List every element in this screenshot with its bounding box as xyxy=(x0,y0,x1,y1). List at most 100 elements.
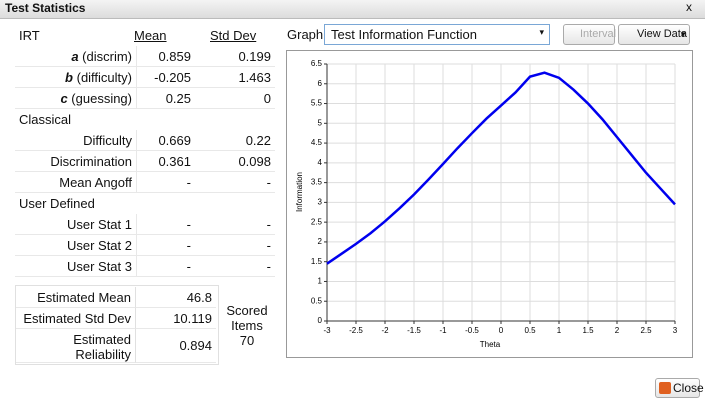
information-curve xyxy=(326,71,676,265)
y-tick-label: 1 xyxy=(318,277,323,286)
x-tick-label: -0.5 xyxy=(465,326,479,335)
mean-value: 0.25 xyxy=(137,88,195,109)
close-text: Close xyxy=(673,381,704,395)
y-tick-label: 3 xyxy=(318,197,323,206)
x-tick-label: 0 xyxy=(499,326,504,335)
graph-label: Graph xyxy=(287,27,324,42)
summary-label: Estimated Std Dev xyxy=(16,308,136,329)
mean-value: 0.859 xyxy=(137,46,195,67)
summary-value: 46.8 xyxy=(136,287,216,308)
title-bar xyxy=(0,0,705,19)
x-tick-label: 3 xyxy=(673,326,678,335)
graph-selected: Test Information Function xyxy=(331,27,477,42)
y-axis-label: Information xyxy=(295,172,304,212)
section-heading: Classical xyxy=(19,112,72,127)
label: (guessing) xyxy=(71,91,132,106)
view-data-button[interactable]: View Data ▼ xyxy=(618,24,690,45)
y-tick-label: 6.5 xyxy=(311,59,323,68)
sd-value: - xyxy=(195,172,275,193)
mean-value: 0.361 xyxy=(137,151,195,172)
label: User Stat 2 xyxy=(66,238,132,253)
close-x[interactable]: x xyxy=(686,0,692,14)
summary-value: 0.894 xyxy=(136,329,216,363)
sd-value: 0.22 xyxy=(195,130,275,151)
summary-label: Estimated Mean xyxy=(16,287,136,308)
row-label: Mean Angoff xyxy=(15,172,137,193)
row-label: User Stat 2 xyxy=(15,235,137,256)
chart-frame xyxy=(286,50,693,358)
y-tick-label: 2.5 xyxy=(311,217,323,226)
summary-value: 10.119 xyxy=(136,308,216,329)
label: (difficulty) xyxy=(76,70,132,85)
row-label: c (guessing) xyxy=(15,88,137,109)
y-tick-label: 4 xyxy=(318,158,323,167)
scored-items-label: Scored Items xyxy=(226,303,268,333)
x-tick-label: -1.5 xyxy=(407,326,421,335)
summary-label: Estimated Reliability xyxy=(16,329,136,363)
interval-text: Interval xyxy=(580,28,617,40)
summary-box xyxy=(15,285,219,365)
x-tick-label: -1 xyxy=(439,326,447,335)
mean-value: - xyxy=(137,235,195,256)
x-tick-label: -2 xyxy=(381,326,389,335)
y-tick-label: 4.5 xyxy=(311,138,323,147)
y-tick-label: 0.5 xyxy=(311,296,323,305)
mean-value: 0.669 xyxy=(137,130,195,151)
mean-heading: Mean xyxy=(134,28,167,43)
y-tick-label: 6 xyxy=(318,79,323,88)
row-label: Discrimination xyxy=(15,151,137,172)
graph-select[interactable]: Test Information Function ▾ xyxy=(324,24,550,45)
x-tick-label: 2.5 xyxy=(640,326,652,335)
sd-value: - xyxy=(195,256,275,277)
var: a xyxy=(71,49,79,64)
y-tick-label: 5 xyxy=(318,118,323,127)
sd-value: - xyxy=(195,235,275,256)
sd-value: 0.098 xyxy=(195,151,275,172)
section-heading: User Defined xyxy=(19,196,95,211)
dropdown-arrow: ▼ xyxy=(679,30,687,39)
scored-items: 70 xyxy=(239,333,255,348)
label: User Stat 3 xyxy=(66,259,132,274)
label: User Stat 1 xyxy=(66,217,132,232)
label: (discrim) xyxy=(82,49,132,64)
close-icon xyxy=(659,382,671,394)
mean-value: - xyxy=(137,214,195,235)
sd-value: - xyxy=(195,214,275,235)
x-axis-label: Theta xyxy=(480,340,501,349)
irt-heading: IRT xyxy=(19,28,40,43)
select-arrow: ▾ xyxy=(539,27,544,37)
window-title: Test Statistics xyxy=(5,1,86,15)
mean-value: - xyxy=(137,172,195,193)
x-tick-label: 2 xyxy=(615,326,620,335)
y-tick-label: 2 xyxy=(318,237,323,246)
mean-value: - xyxy=(137,256,195,277)
label: Discrimination xyxy=(50,154,132,169)
row-label: a (discrim) xyxy=(15,46,137,67)
sd-value: 0 xyxy=(195,88,275,109)
chart: Theta Information 0 0.5 1 1.5 2 2.5 3 3.5 4 4.5 5 5… xyxy=(286,50,693,358)
sd-value: 0.199 xyxy=(195,46,275,67)
mean-value: -0.205 xyxy=(137,67,195,88)
sd-value: 1.463 xyxy=(195,67,275,88)
x-tick-label: 1.5 xyxy=(582,326,594,335)
y-tick-label: 0 xyxy=(318,316,323,325)
y-tick-label: 3.5 xyxy=(311,178,323,187)
var: b xyxy=(65,70,73,85)
y-tick-label: 5.5 xyxy=(311,99,323,108)
label: Difficulty xyxy=(83,133,132,148)
y-tick-label: 1.5 xyxy=(311,257,323,266)
var: c xyxy=(60,91,68,106)
interval-button[interactable]: Interval xyxy=(563,24,617,45)
close-button[interactable]: Close xyxy=(655,378,704,398)
view-data-text: View Data xyxy=(637,28,687,40)
x-tick-label: 0.5 xyxy=(524,326,536,335)
label: Mean Angoff xyxy=(59,175,132,190)
x-tick-label: -2.5 xyxy=(349,326,363,335)
x-tick-label: 1 xyxy=(557,326,562,335)
sd-heading: Std Dev xyxy=(210,28,257,43)
x-tick-label: -3 xyxy=(323,326,331,335)
row-label: b (difficulty) xyxy=(15,67,137,88)
row-label: User Stat 3 xyxy=(15,256,137,277)
row-label: Difficulty xyxy=(15,130,137,151)
